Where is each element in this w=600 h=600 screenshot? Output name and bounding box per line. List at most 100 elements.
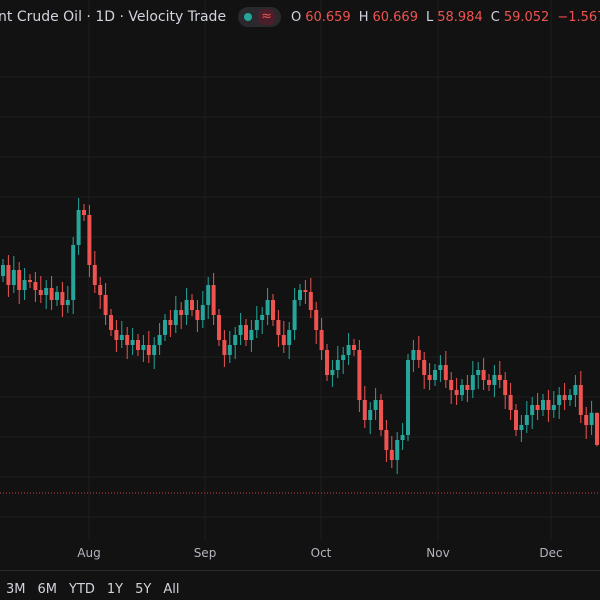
- candle-down: [281, 335, 286, 345]
- candle-down: [49, 288, 54, 300]
- candle-down: [362, 400, 367, 420]
- candle-up: [551, 405, 556, 410]
- candle-down: [454, 390, 459, 395]
- candle-up: [298, 290, 302, 300]
- candle-up: [524, 415, 529, 425]
- grid: [0, 0, 600, 540]
- candlestick-chart[interactable]: [0, 0, 600, 570]
- candle-up: [157, 335, 162, 345]
- candle-up: [589, 412, 594, 425]
- candle-up: [573, 385, 578, 395]
- candle-up: [541, 400, 545, 410]
- candle-down: [595, 412, 599, 445]
- candle-down: [578, 385, 583, 415]
- candle-down: [33, 282, 38, 290]
- chart-legend: nt Crude Oil · 1D · Velocity Trade ≈ O 60…: [0, 7, 600, 27]
- range-3m-button[interactable]: 3M: [6, 582, 26, 597]
- candle-up: [65, 300, 70, 305]
- candle-up: [265, 300, 270, 315]
- low-value: 58.984: [437, 9, 483, 25]
- candle-down: [217, 315, 221, 340]
- range-5y-button[interactable]: 5Y: [135, 582, 152, 597]
- candle-down: [179, 310, 184, 315]
- candle-up: [335, 360, 340, 370]
- candle-down: [514, 410, 518, 430]
- approx-wave-icon[interactable]: ≈: [258, 9, 275, 25]
- candle-down: [17, 270, 22, 290]
- candle-down: [535, 405, 540, 410]
- candle-up: [368, 410, 373, 420]
- candle-up: [438, 365, 443, 370]
- candle-up: [470, 375, 475, 390]
- candle-up: [22, 280, 27, 290]
- range-all-button[interactable]: All: [163, 582, 180, 597]
- candle-up: [341, 355, 346, 360]
- candle-down: [271, 300, 275, 320]
- candle-down: [276, 320, 281, 335]
- high-label: H: [358, 9, 369, 25]
- candle-down: [109, 315, 113, 330]
- candle-down: [222, 340, 227, 355]
- candle-down: [422, 360, 427, 375]
- symbol-title[interactable]: nt Crude Oil · 1D · Velocity Trade: [0, 9, 227, 25]
- candle-up: [557, 395, 562, 405]
- candle-up: [76, 210, 81, 245]
- candle-down: [508, 395, 513, 410]
- candle-up: [152, 345, 157, 355]
- candle-up: [11, 270, 16, 285]
- candle-down: [449, 380, 454, 390]
- candle-up: [519, 425, 524, 430]
- candle-up: [227, 345, 232, 355]
- candle-up: [411, 350, 416, 360]
- candle-down: [60, 292, 65, 305]
- candle-down: [92, 265, 97, 285]
- candle-up: [233, 335, 238, 345]
- status-pill[interactable]: ≈: [238, 7, 281, 27]
- candle-down: [481, 370, 486, 380]
- range-6m-button[interactable]: 6M: [37, 582, 58, 597]
- candle-up: [292, 300, 297, 330]
- candle-down: [562, 395, 567, 400]
- candle-up: [568, 395, 572, 400]
- candle-down: [125, 335, 130, 345]
- candle-up: [433, 370, 437, 380]
- open-value: 60.659: [305, 9, 351, 25]
- candle-up: [44, 288, 49, 295]
- candle-up: [249, 330, 254, 340]
- candle-up: [1, 265, 5, 276]
- candle-down: [379, 400, 383, 430]
- candle-up: [184, 300, 189, 315]
- candle-up: [373, 400, 378, 410]
- candle-up: [163, 320, 167, 335]
- close-value: 59.052: [503, 9, 550, 25]
- candle-up: [460, 385, 464, 395]
- range-ytd-button[interactable]: YTD: [69, 582, 95, 597]
- candle-up: [346, 345, 351, 355]
- candle-down: [87, 215, 92, 265]
- candle-down: [308, 292, 313, 310]
- candle-up: [200, 305, 205, 320]
- candle-down: [146, 345, 151, 355]
- candle-down: [314, 310, 319, 330]
- close-label: C: [490, 9, 500, 25]
- range-1y-button[interactable]: 1Y: [106, 582, 124, 597]
- candle-up: [254, 320, 259, 330]
- candle-up: [130, 340, 135, 345]
- candle-up: [395, 440, 400, 460]
- candle-down: [503, 380, 508, 395]
- candle-down: [427, 375, 432, 380]
- x-tick-dec: Dec: [539, 546, 563, 560]
- candle-down: [82, 210, 86, 215]
- candle-down: [352, 345, 356, 350]
- candle-down: [38, 290, 43, 295]
- candles: [1, 198, 599, 474]
- candle-down: [389, 450, 394, 460]
- candle-up: [141, 345, 146, 350]
- candle-up: [476, 370, 481, 375]
- candle-up: [119, 335, 124, 340]
- candle-up: [330, 370, 335, 375]
- candle-down: [465, 385, 470, 390]
- candle-down: [28, 280, 32, 282]
- candle-down: [319, 330, 324, 350]
- candle-down: [6, 265, 11, 285]
